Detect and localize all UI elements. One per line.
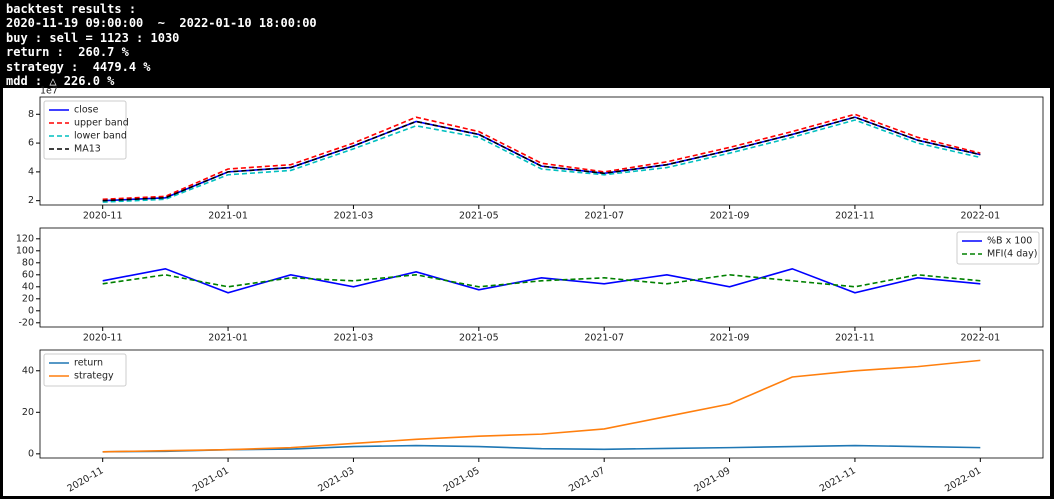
y-tick-label: 60 (22, 269, 34, 280)
figure-background (3, 88, 1050, 496)
x-tick-label: 2021-09 (710, 211, 750, 222)
y-tick-label: 20 (22, 407, 34, 418)
series-line (102, 113, 981, 201)
y-tick-label: 100 (16, 245, 34, 256)
legend-box (43, 353, 127, 387)
terminal-line: buy : sell = 1123 : 1030 (6, 30, 180, 45)
x-tick-label: 2022-01 (960, 333, 1000, 344)
y-tick-label: 0 (28, 305, 34, 316)
terminal-line: return : 260.7 % (6, 45, 129, 60)
y-tick-label: 6 (28, 138, 34, 149)
x-tick-label: 2021-11 (835, 211, 875, 222)
y-offset-label: 1e7 (40, 86, 58, 97)
legend-box (43, 100, 127, 160)
legend-label: strategy (74, 371, 114, 382)
axes-frame (39, 96, 1044, 206)
legend-label: lower band (74, 131, 127, 142)
x-tick-label: 2021-11 (835, 333, 875, 344)
series-line (102, 359, 981, 453)
legend-label: return (74, 358, 103, 369)
x-tick-label: 2022-01 (960, 211, 1000, 222)
x-tick-label: 2020-11 (83, 211, 123, 222)
y-tick-label: 8 (28, 109, 34, 120)
legend-label: upper band (74, 118, 129, 129)
legend-box (956, 231, 1040, 265)
y-tick-label: 120 (16, 233, 34, 244)
legend-label: MFI(4 day) (987, 249, 1037, 260)
series-line (102, 273, 981, 288)
x-tick-label: 2021-07 (584, 333, 624, 344)
y-tick-label: 2 (28, 195, 34, 206)
y-tick-label: -20 (18, 317, 34, 328)
x-tick-label: 2021-03 (334, 211, 374, 222)
x-tick-label: 2021-01 (208, 211, 248, 222)
x-tick-label: 2021-05 (459, 333, 499, 344)
legend-label: %B x 100 (987, 236, 1032, 247)
y-tick-label: 4 (28, 166, 34, 177)
y-tick-label: 0 (28, 448, 34, 459)
terminal-text: backtest results :2020-11-19 09:00:00 ~ … (6, 2, 317, 88)
terminal-line: strategy : 4479.4 % (6, 59, 151, 74)
x-tick-label: 2021-03 (334, 333, 374, 344)
x-tick-label: 2021-01 (208, 333, 248, 344)
axes-frame (39, 349, 1044, 459)
x-tick-label: 2021-05 (459, 211, 499, 222)
terminal-line: backtest results : (6, 2, 137, 16)
terminal-line: mdd : △ 226.0 % (6, 74, 115, 89)
y-tick-label: 40 (22, 281, 34, 292)
legend-label: close (74, 105, 99, 116)
y-tick-label: 80 (22, 257, 34, 268)
axes-frame (39, 227, 1044, 328)
legend-label: MA13 (74, 144, 101, 155)
series-line (102, 116, 981, 202)
y-tick-label: 20 (22, 293, 34, 304)
x-tick-label: 2021-09 (710, 333, 750, 344)
terminal-line: 2020-11-19 09:00:00 ~ 2022-01-10 18:00:0… (6, 16, 317, 31)
y-tick-label: 40 (22, 365, 34, 376)
x-tick-label: 2020-11 (83, 333, 123, 344)
series-line (102, 119, 981, 203)
x-tick-label: 2021-07 (584, 211, 624, 222)
